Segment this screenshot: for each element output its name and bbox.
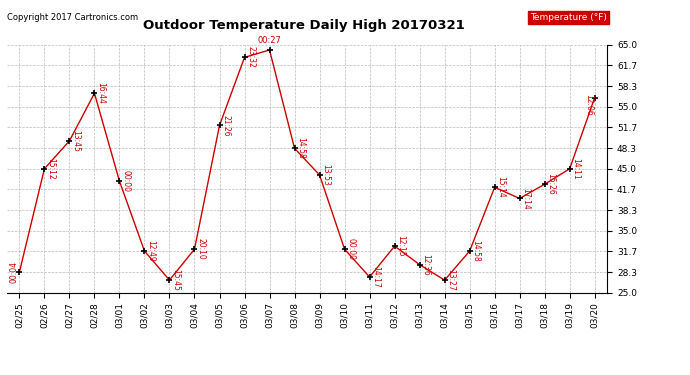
Text: 00:27: 00:27 [257,36,282,45]
Text: 14:58: 14:58 [472,240,481,262]
Text: 15:14: 15:14 [497,177,506,198]
Text: 17:14: 17:14 [522,188,531,209]
Text: 16:44: 16:44 [97,82,106,104]
Text: 14:17: 14:17 [372,266,381,288]
Text: 15:26: 15:26 [546,173,555,195]
Text: 00:04: 00:04 [9,261,18,283]
Text: 00:00: 00:00 [121,170,130,192]
Text: 14:58: 14:58 [297,138,306,159]
Text: 15:45: 15:45 [172,269,181,291]
Text: 12:49: 12:49 [146,240,155,262]
Text: Copyright 2017 Cartronics.com: Copyright 2017 Cartronics.com [7,13,138,22]
Text: 20:10: 20:10 [197,238,206,260]
Text: 21:26: 21:26 [221,115,230,136]
Text: 00:00: 00:00 [346,238,355,260]
Text: 23:32: 23:32 [246,46,255,68]
Text: 13:53: 13:53 [322,164,331,186]
Text: 12:06: 12:06 [584,94,593,116]
Text: 13:45: 13:45 [72,130,81,152]
Text: 12:15: 12:15 [397,235,406,257]
Text: Temperature (°F): Temperature (°F) [531,13,607,22]
Text: Outdoor Temperature Daily High 20170321: Outdoor Temperature Daily High 20170321 [143,19,464,32]
Text: 15:12: 15:12 [46,158,55,180]
Text: 13:27: 13:27 [446,269,455,291]
Text: 14:11: 14:11 [572,158,581,180]
Text: 12:36: 12:36 [422,254,431,276]
